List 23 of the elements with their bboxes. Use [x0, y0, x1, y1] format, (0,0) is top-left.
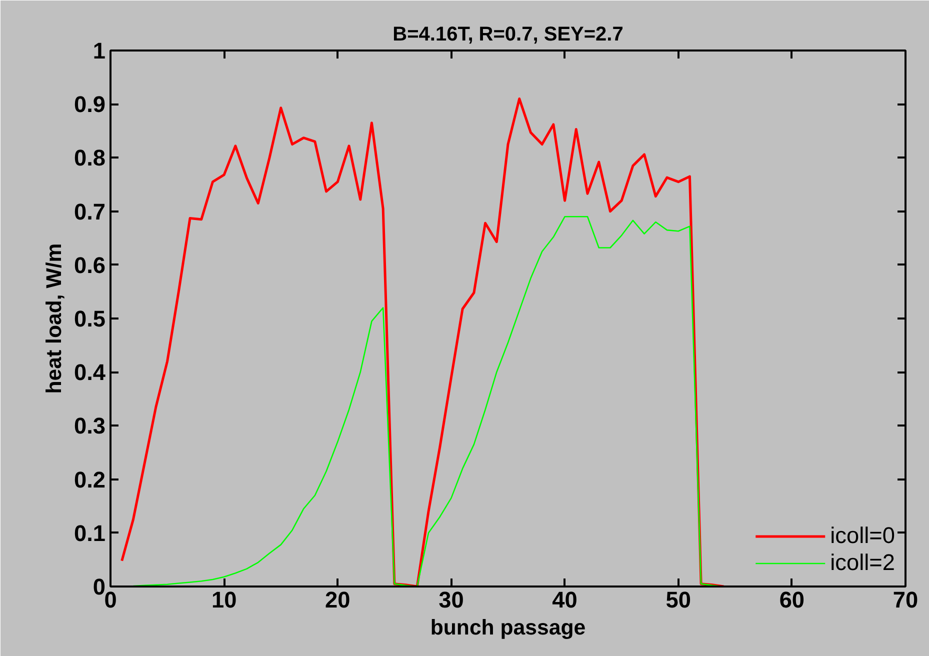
y-tick-label: 0.3	[74, 412, 106, 439]
legend-label: icoll=2	[830, 549, 895, 576]
x-tick-label: 50	[666, 586, 691, 612]
x-tick-label: 60	[779, 586, 805, 612]
y-tick-label: 0.5	[74, 306, 106, 332]
y-tick-label: 0.9	[74, 91, 106, 118]
y-tick-label: 0.2	[74, 466, 106, 492]
x-axis-title: bunch passage	[430, 616, 586, 640]
line-series	[120, 97, 726, 586]
y-tick-label: 1	[92, 38, 106, 64]
chart-title: B=4.16T, R=0.7, SEY=2.7	[392, 24, 624, 46]
x-tick-label: 10	[211, 586, 237, 612]
x-tick-label: 70	[892, 586, 918, 612]
y-axis-title: heat load, W/m	[42, 243, 66, 394]
y-tick-label: 0.6	[74, 252, 106, 278]
x-tick-label: 30	[438, 586, 464, 612]
x-tick-label: 40	[552, 586, 578, 612]
y-tick-label: 0.7	[74, 198, 106, 224]
x-tick-label: 20	[325, 586, 350, 612]
y-tick-label: 0.4	[74, 359, 106, 386]
y-tick-label: 0.1	[74, 520, 106, 546]
legend-label: icoll=0	[830, 522, 895, 549]
y-tick-label: 0.8	[74, 144, 106, 171]
